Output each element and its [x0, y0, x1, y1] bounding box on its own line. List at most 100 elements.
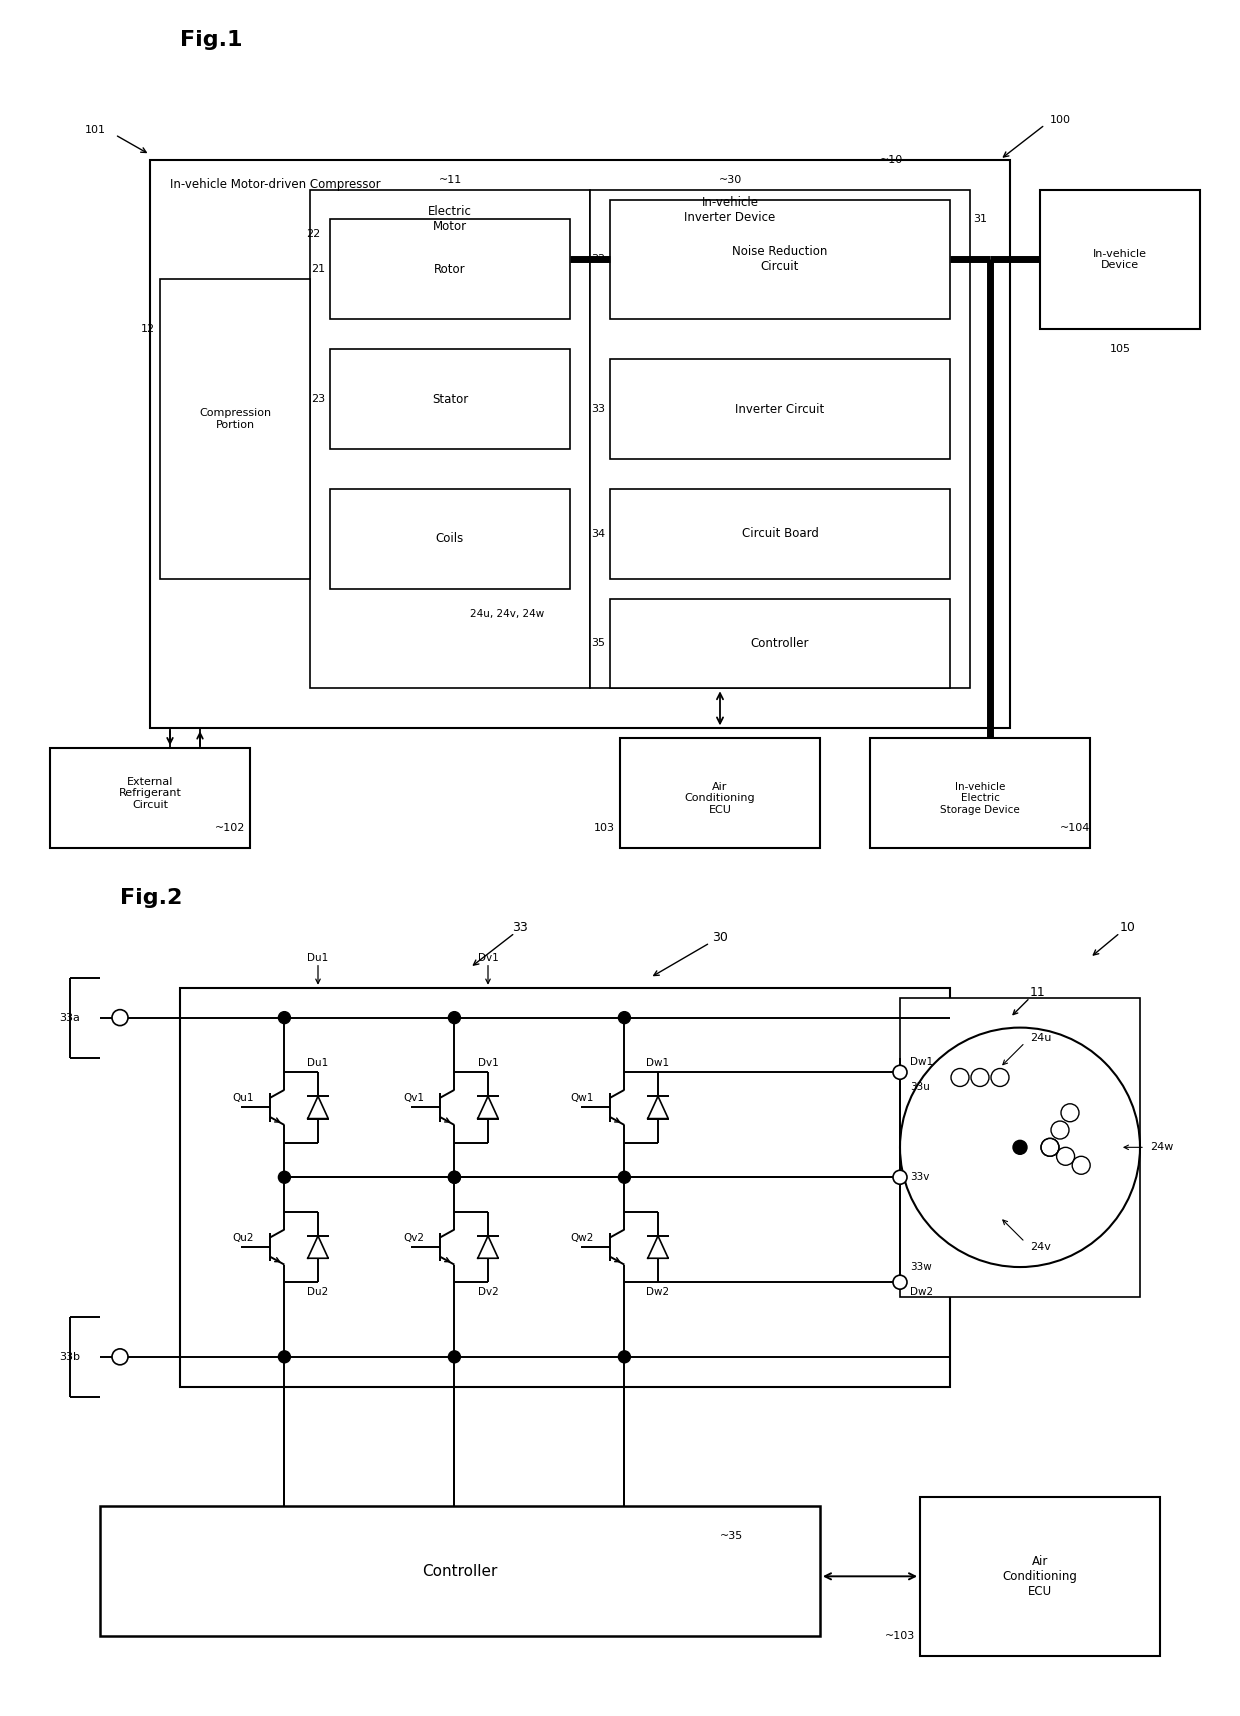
FancyBboxPatch shape — [610, 599, 950, 688]
Text: Qu2: Qu2 — [233, 1232, 254, 1242]
Text: 105: 105 — [1110, 345, 1131, 353]
Text: Air
Conditioning
ECU: Air Conditioning ECU — [684, 781, 755, 815]
Text: 34: 34 — [591, 529, 605, 539]
Text: 33u: 33u — [910, 1083, 930, 1093]
Text: In-vehicle
Device: In-vehicle Device — [1092, 249, 1147, 269]
Text: 10: 10 — [1120, 921, 1136, 934]
Circle shape — [449, 1012, 460, 1024]
Circle shape — [893, 1275, 906, 1289]
FancyBboxPatch shape — [100, 1507, 820, 1635]
Text: In-vehicle
Inverter Device: In-vehicle Inverter Device — [684, 196, 776, 223]
Text: 24u: 24u — [1030, 1033, 1052, 1043]
Text: 100: 100 — [1050, 115, 1071, 125]
Text: Dw1: Dw1 — [910, 1057, 934, 1067]
FancyBboxPatch shape — [330, 220, 570, 319]
Text: 24v: 24v — [1030, 1242, 1050, 1253]
Text: Du2: Du2 — [308, 1287, 329, 1297]
Circle shape — [619, 1172, 630, 1184]
Text: Dw2: Dw2 — [646, 1287, 670, 1297]
FancyBboxPatch shape — [150, 160, 1011, 728]
Text: 24u, 24v, 24w: 24u, 24v, 24w — [470, 609, 544, 618]
Circle shape — [112, 1009, 128, 1026]
FancyBboxPatch shape — [330, 348, 570, 450]
Text: In-vehicle Motor-driven Compressor: In-vehicle Motor-driven Compressor — [170, 178, 381, 190]
Circle shape — [279, 1350, 290, 1363]
Polygon shape — [477, 1097, 498, 1119]
Text: ~30: ~30 — [718, 175, 742, 185]
Text: Dw2: Dw2 — [910, 1287, 934, 1297]
Circle shape — [619, 1012, 630, 1024]
Text: 101: 101 — [86, 125, 105, 134]
Text: Inverter Circuit: Inverter Circuit — [735, 403, 825, 415]
Circle shape — [279, 1172, 290, 1184]
Circle shape — [1013, 1141, 1027, 1155]
Circle shape — [449, 1172, 460, 1184]
Polygon shape — [647, 1097, 668, 1119]
FancyBboxPatch shape — [1040, 189, 1200, 329]
FancyBboxPatch shape — [310, 189, 590, 688]
Polygon shape — [477, 1236, 498, 1258]
FancyBboxPatch shape — [620, 738, 820, 848]
Text: Du1: Du1 — [308, 952, 329, 963]
Text: 33: 33 — [512, 921, 528, 934]
Polygon shape — [308, 1097, 329, 1119]
FancyBboxPatch shape — [160, 280, 310, 578]
Text: ~103: ~103 — [885, 1632, 915, 1640]
Text: 33: 33 — [591, 403, 605, 414]
Text: Du1: Du1 — [308, 1057, 329, 1067]
Circle shape — [279, 1012, 290, 1024]
Text: Rotor: Rotor — [434, 263, 466, 276]
Text: 31: 31 — [973, 214, 987, 225]
Text: 35: 35 — [591, 638, 605, 649]
Text: Controller: Controller — [423, 1563, 497, 1579]
FancyBboxPatch shape — [610, 489, 950, 578]
FancyBboxPatch shape — [870, 738, 1090, 848]
Text: 33b: 33b — [60, 1352, 81, 1363]
FancyBboxPatch shape — [610, 359, 950, 458]
Text: Fig.1: Fig.1 — [180, 29, 243, 50]
Text: Controller: Controller — [750, 637, 810, 650]
FancyBboxPatch shape — [900, 997, 1140, 1297]
Text: 24w: 24w — [1149, 1143, 1173, 1153]
FancyBboxPatch shape — [330, 489, 570, 589]
Text: ~10: ~10 — [880, 154, 903, 165]
Text: 30: 30 — [712, 932, 728, 944]
Text: Coils: Coils — [436, 532, 464, 546]
Text: Electric
Motor: Electric Motor — [428, 206, 472, 233]
Circle shape — [112, 1349, 128, 1364]
Text: Qv2: Qv2 — [403, 1232, 424, 1242]
Text: 21: 21 — [311, 264, 325, 275]
Text: Noise Reduction
Circuit: Noise Reduction Circuit — [733, 245, 827, 273]
Text: Circuit Board: Circuit Board — [742, 527, 818, 541]
Polygon shape — [308, 1236, 329, 1258]
Polygon shape — [647, 1236, 668, 1258]
Text: In-vehicle
Electric
Storage Device: In-vehicle Electric Storage Device — [940, 781, 1019, 815]
Text: Stator: Stator — [432, 393, 469, 405]
Text: Qv1: Qv1 — [403, 1093, 424, 1103]
Text: 12: 12 — [141, 324, 155, 335]
Text: Dv1: Dv1 — [477, 1057, 498, 1067]
Text: 33v: 33v — [910, 1172, 929, 1182]
Text: ~35: ~35 — [720, 1531, 743, 1541]
Text: Qw2: Qw2 — [570, 1232, 594, 1242]
Circle shape — [449, 1350, 460, 1363]
Text: Air
Conditioning
ECU: Air Conditioning ECU — [1003, 1555, 1078, 1598]
Text: 23: 23 — [311, 395, 325, 403]
Text: External
Refrigerant
Circuit: External Refrigerant Circuit — [119, 777, 181, 810]
Text: Compression
Portion: Compression Portion — [198, 408, 272, 429]
Text: Qu1: Qu1 — [233, 1093, 254, 1103]
Circle shape — [449, 1172, 460, 1184]
Circle shape — [893, 1170, 906, 1184]
Text: Dv2: Dv2 — [477, 1287, 498, 1297]
Text: Dw1: Dw1 — [646, 1057, 670, 1067]
Text: ~11: ~11 — [439, 175, 461, 185]
FancyBboxPatch shape — [50, 748, 250, 848]
Text: ~102: ~102 — [215, 824, 246, 832]
Text: 11: 11 — [1030, 987, 1045, 999]
Text: 22: 22 — [306, 230, 320, 240]
Text: 32: 32 — [591, 254, 605, 264]
Text: Fig.2: Fig.2 — [120, 887, 182, 908]
Text: 103: 103 — [594, 824, 615, 832]
Circle shape — [893, 1066, 906, 1079]
Text: Qw1: Qw1 — [570, 1093, 594, 1103]
